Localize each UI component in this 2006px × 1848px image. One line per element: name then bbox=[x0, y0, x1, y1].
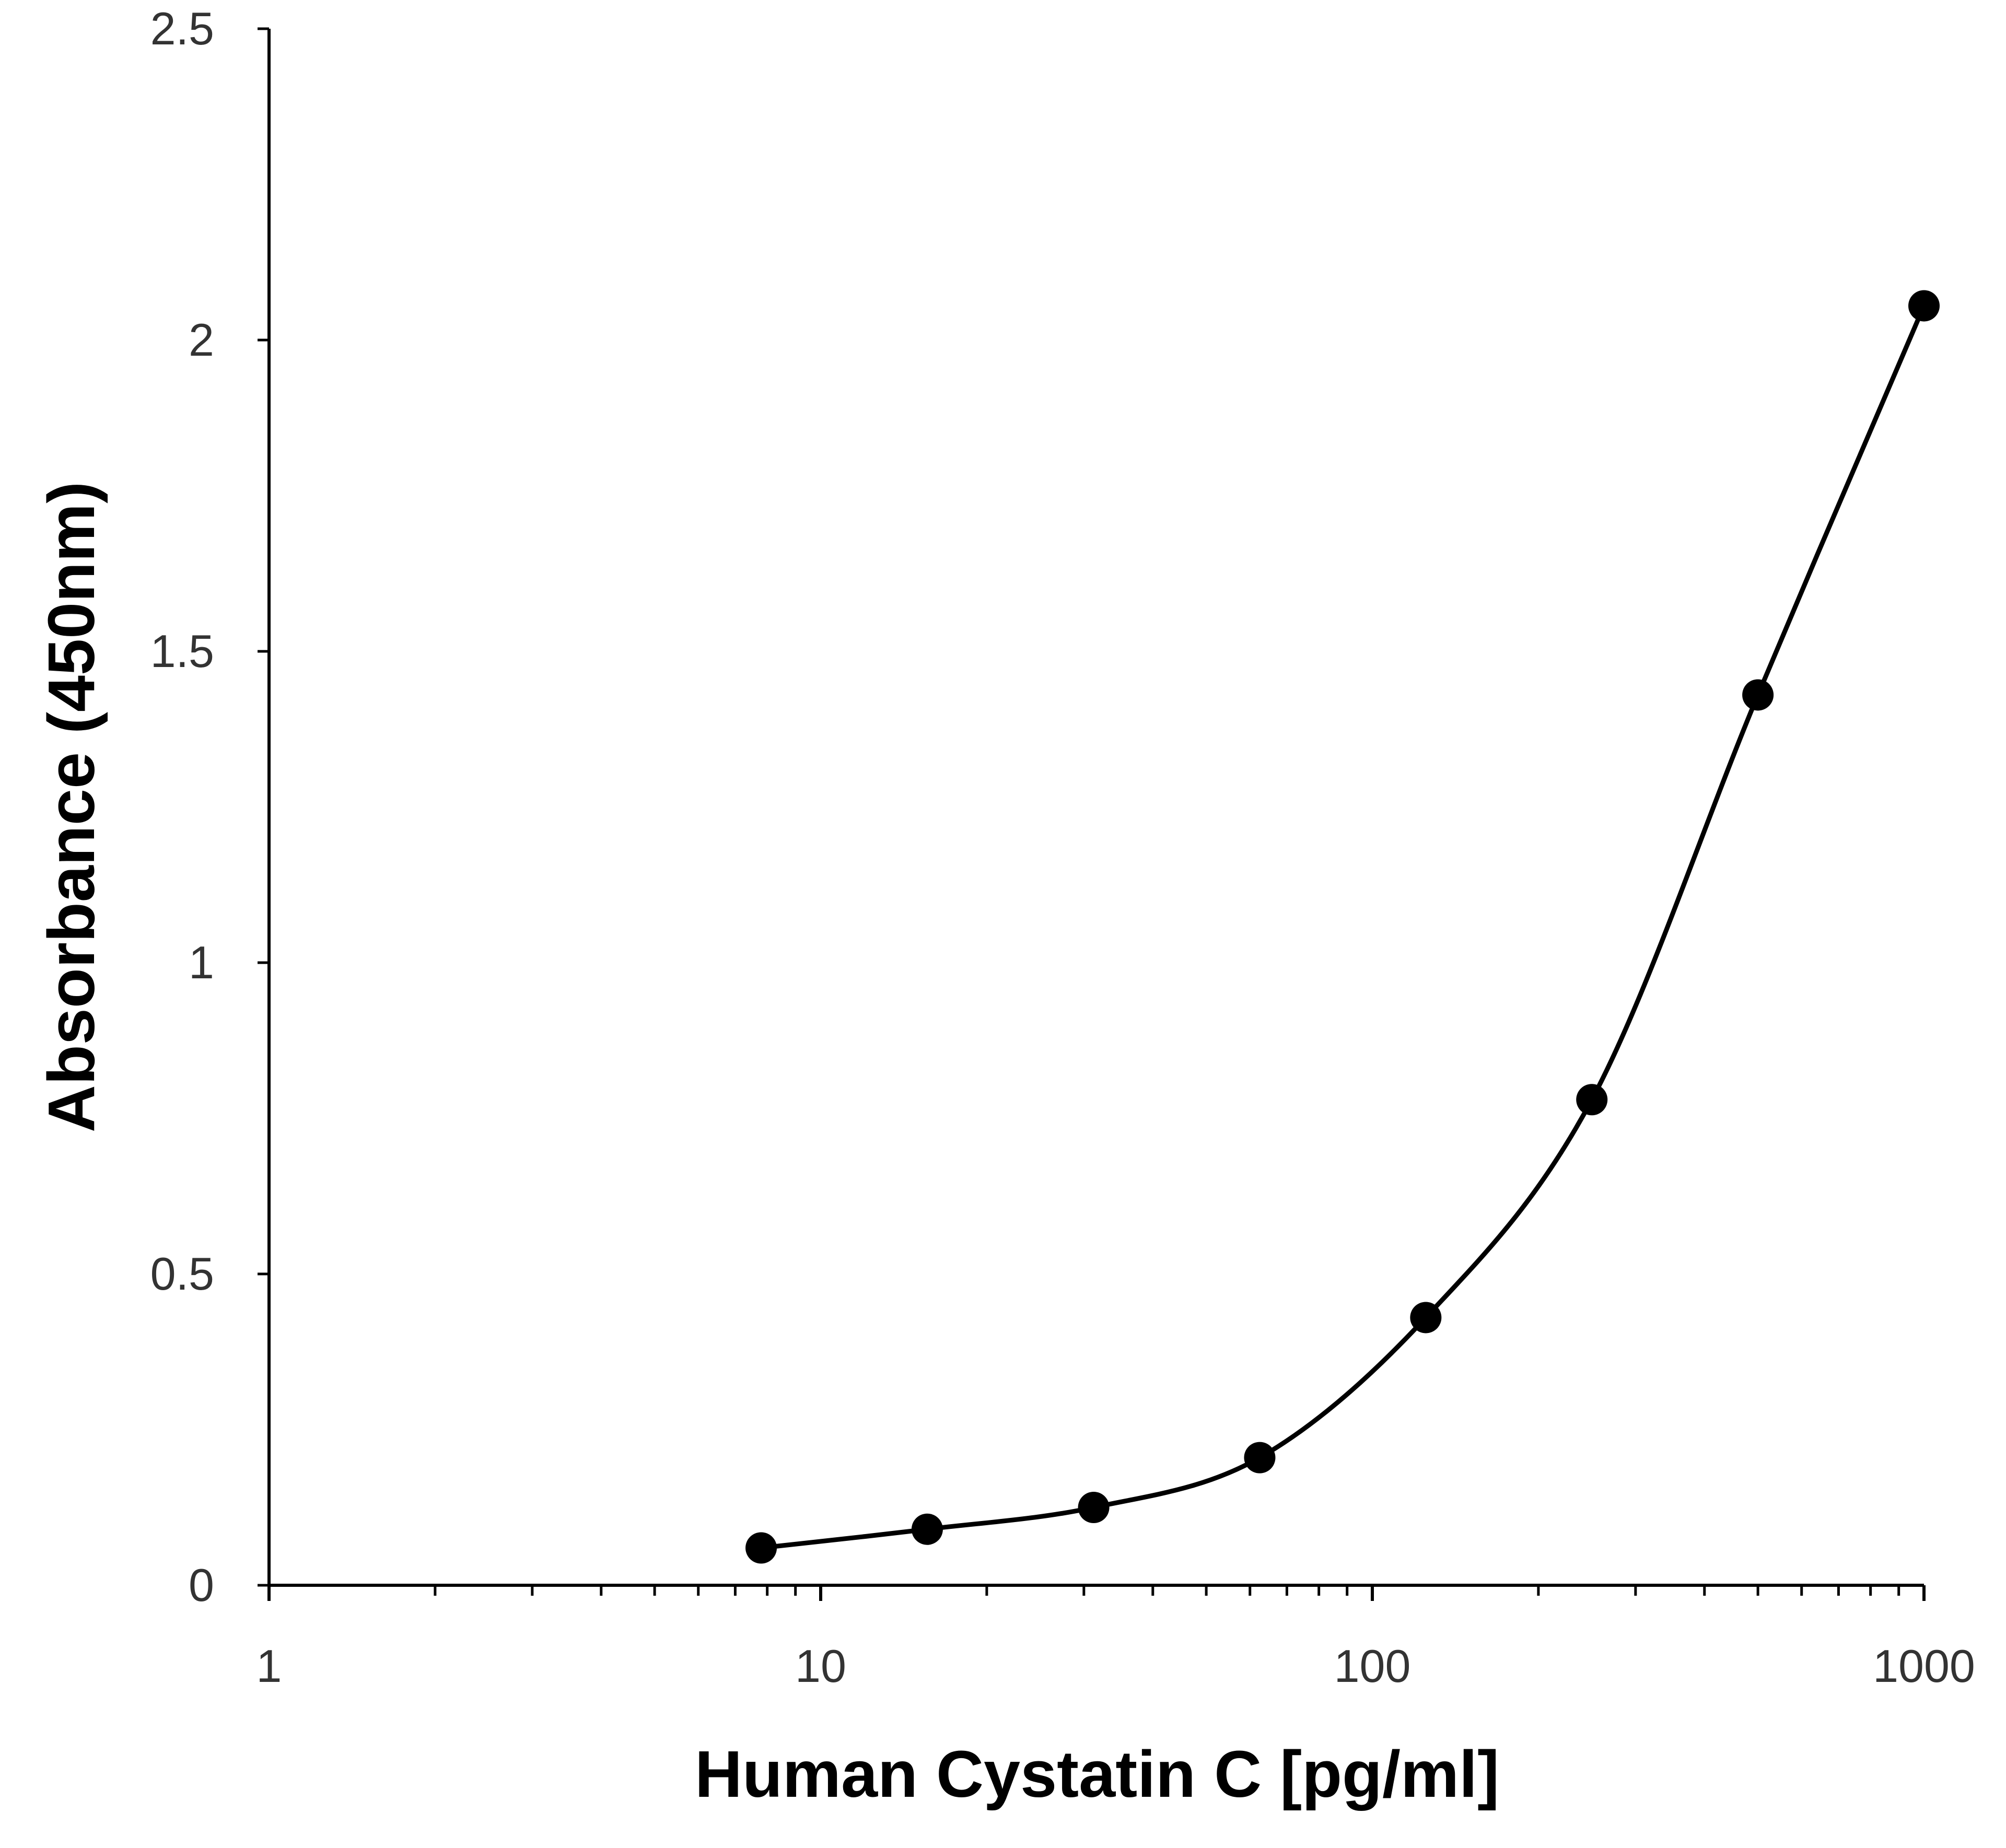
data-point bbox=[1078, 1492, 1110, 1523]
y-axis-title: Absorbance (450nm) bbox=[34, 482, 108, 1132]
data-point bbox=[1742, 679, 1774, 711]
x-axis-title: Human Cystatin C [pg/ml] bbox=[695, 1737, 1499, 1811]
data-point bbox=[911, 1513, 943, 1545]
y-tick-label: 2.5 bbox=[150, 3, 214, 54]
x-tick-label: 1 bbox=[256, 1640, 282, 1692]
markers-group bbox=[745, 290, 1940, 1564]
y-tick-label: 2 bbox=[189, 314, 214, 366]
data-point bbox=[1410, 1302, 1442, 1334]
y-tick-label: 1 bbox=[189, 937, 214, 988]
y-tick-label: 0.5 bbox=[150, 1248, 214, 1300]
x-tick-label: 10 bbox=[795, 1640, 846, 1692]
data-point bbox=[1576, 1084, 1608, 1116]
axes-group bbox=[267, 29, 1924, 1587]
series-group bbox=[759, 303, 1927, 1550]
data-point bbox=[745, 1532, 777, 1564]
y-tick-label: 1.5 bbox=[150, 625, 214, 677]
y-tick-label: 0 bbox=[189, 1559, 214, 1611]
x-tick-label: 100 bbox=[1334, 1640, 1411, 1692]
series-line bbox=[759, 303, 1927, 1550]
x-tick-label: 1000 bbox=[1873, 1640, 1975, 1692]
ticks-group bbox=[258, 27, 1926, 1601]
data-point bbox=[1244, 1442, 1276, 1473]
tick-labels-group: 0 0.5 1 1.5 2 2.5 1 10 100 1000 bbox=[150, 3, 1975, 1692]
data-point bbox=[1908, 290, 1940, 322]
